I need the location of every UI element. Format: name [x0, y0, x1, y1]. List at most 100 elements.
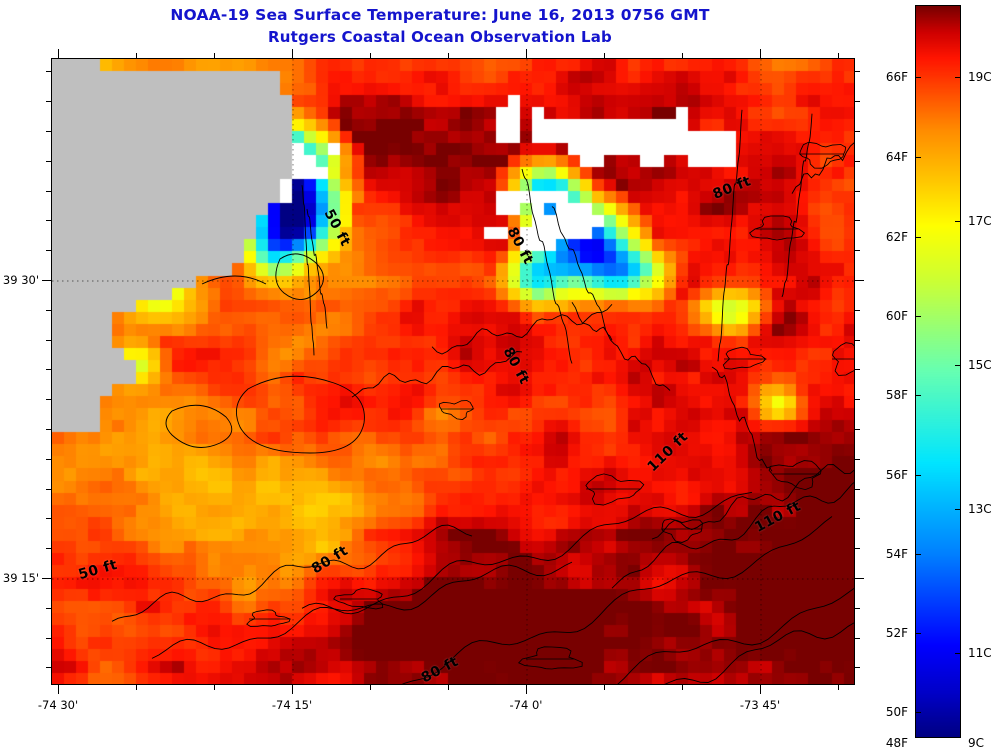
- colorbar-tick: [915, 237, 921, 238]
- x-top-tick: [604, 53, 605, 58]
- sst-raster: [52, 59, 854, 684]
- colorbar-tick: [915, 157, 921, 158]
- y-minor-tick: [46, 161, 51, 162]
- y-right-tick: [855, 101, 860, 102]
- x-top-tick: [448, 53, 449, 58]
- colorbar-tick: [915, 77, 921, 78]
- colorbar-tick: [915, 712, 921, 713]
- colorbar-tick: [955, 509, 961, 510]
- y-right-tick: [855, 250, 860, 251]
- colorbar-gradient: [915, 5, 961, 738]
- chart-title-block: NOAA-19 Sea Surface Temperature: June 16…: [0, 4, 880, 48]
- y-minor-tick: [46, 340, 51, 341]
- x-top-tick: [58, 49, 59, 58]
- y-minor-tick: [46, 310, 51, 311]
- y-right-tick: [855, 340, 860, 341]
- y-minor-tick: [46, 459, 51, 460]
- x-top-tick: [214, 53, 215, 58]
- x-top-tick: [838, 53, 839, 58]
- colorbar-label-c-2: 15C: [968, 358, 992, 372]
- y-minor-tick: [46, 250, 51, 251]
- y-major-tick: [42, 280, 51, 281]
- coastline-and-bathymetry-overlay: [52, 59, 854, 684]
- x-axis-label-3: -73 45': [739, 698, 781, 712]
- y-minor-tick: [46, 71, 51, 72]
- y-major-tick: [42, 578, 51, 579]
- x-axis-label-1: -74 15': [271, 698, 313, 712]
- y-right-tick: [855, 608, 860, 609]
- colorbar-label-f-9: 48F: [885, 736, 908, 750]
- y-minor-tick: [46, 548, 51, 549]
- colorbar-label-c-1: 17C: [968, 214, 992, 228]
- colorbar-tick: [915, 316, 921, 317]
- colorbar-label-f-5: 56F: [885, 468, 908, 482]
- colorbar-tick: [955, 77, 961, 78]
- y-minor-tick: [46, 429, 51, 430]
- x-top-tick: [526, 49, 527, 58]
- colorbar-tick: [915, 395, 921, 396]
- x-major-tick: [58, 685, 59, 694]
- y-right-tick: [855, 578, 864, 579]
- y-right-tick: [855, 310, 860, 311]
- y-minor-tick: [46, 399, 51, 400]
- y-right-tick: [855, 369, 860, 370]
- page-title: NOAA-19 Sea Surface Temperature: June 16…: [170, 6, 710, 24]
- colorbar-label-f-4: 58F: [885, 388, 908, 402]
- x-minor-tick: [838, 685, 839, 690]
- x-major-tick: [760, 685, 761, 694]
- y-right-tick: [855, 131, 860, 132]
- y-minor-tick: [46, 101, 51, 102]
- y-minor-tick: [46, 369, 51, 370]
- colorbar-tick: [915, 554, 921, 555]
- colorbar-tick: [955, 653, 961, 654]
- y-right-tick: [855, 548, 860, 549]
- y-right-tick: [855, 220, 860, 221]
- x-minor-tick: [604, 685, 605, 690]
- page-subtitle: Rutgers Coastal Ocean Observation Lab: [268, 28, 612, 46]
- x-minor-tick: [448, 685, 449, 690]
- colorbar-label-c-4: 11C: [968, 646, 992, 660]
- colorbar-tick: [915, 633, 921, 634]
- x-major-tick: [292, 685, 293, 694]
- y-minor-tick: [46, 489, 51, 490]
- x-major-tick: [526, 685, 527, 694]
- y-right-tick: [855, 489, 860, 490]
- y-right-tick: [855, 280, 864, 281]
- colorbar-label-f-1: 64F: [885, 150, 908, 164]
- colorbar-label-f-6: 54F: [885, 547, 908, 561]
- y-right-tick: [855, 399, 860, 400]
- y-axis-label-1: 39 15': [2, 571, 39, 585]
- x-top-tick: [136, 53, 137, 58]
- y-right-tick: [855, 71, 860, 72]
- y-minor-tick: [46, 220, 51, 221]
- y-minor-tick: [46, 518, 51, 519]
- y-minor-tick: [46, 131, 51, 132]
- y-axis-label-0: 39 30': [2, 273, 39, 287]
- x-top-tick: [370, 53, 371, 58]
- x-axis-label-2: -74 0': [509, 698, 543, 712]
- y-minor-tick: [46, 667, 51, 668]
- colorbar-label-c-3: 13C: [968, 502, 992, 516]
- y-right-tick: [855, 638, 860, 639]
- x-minor-tick: [214, 685, 215, 690]
- colorbar-label-c-5: 9C: [968, 736, 985, 750]
- x-axis-label-0: -74 30': [37, 698, 79, 712]
- colorbar-tick: [955, 221, 961, 222]
- colorbar-tick: [915, 475, 921, 476]
- y-right-tick: [855, 161, 860, 162]
- y-minor-tick: [46, 638, 51, 639]
- sst-map[interactable]: [51, 58, 855, 685]
- y-minor-tick: [46, 191, 51, 192]
- colorbar-container[interactable]: 66F 64F 62F 60F 58F 56F 54F 52F 50F 48F 19C 17C 15C 1…: [886, 5, 992, 750]
- colorbar-tick: [955, 365, 961, 366]
- y-right-tick: [855, 667, 860, 668]
- y-right-tick: [855, 518, 860, 519]
- colorbar-label-c-0: 19C: [968, 70, 992, 84]
- y-right-tick: [855, 191, 860, 192]
- colorbar-label-f-0: 66F: [885, 70, 908, 84]
- colorbar-label-f-8: 50F: [885, 705, 908, 719]
- y-right-tick: [855, 459, 860, 460]
- y-right-tick: [855, 429, 860, 430]
- y-minor-tick: [46, 608, 51, 609]
- x-top-tick: [760, 49, 761, 58]
